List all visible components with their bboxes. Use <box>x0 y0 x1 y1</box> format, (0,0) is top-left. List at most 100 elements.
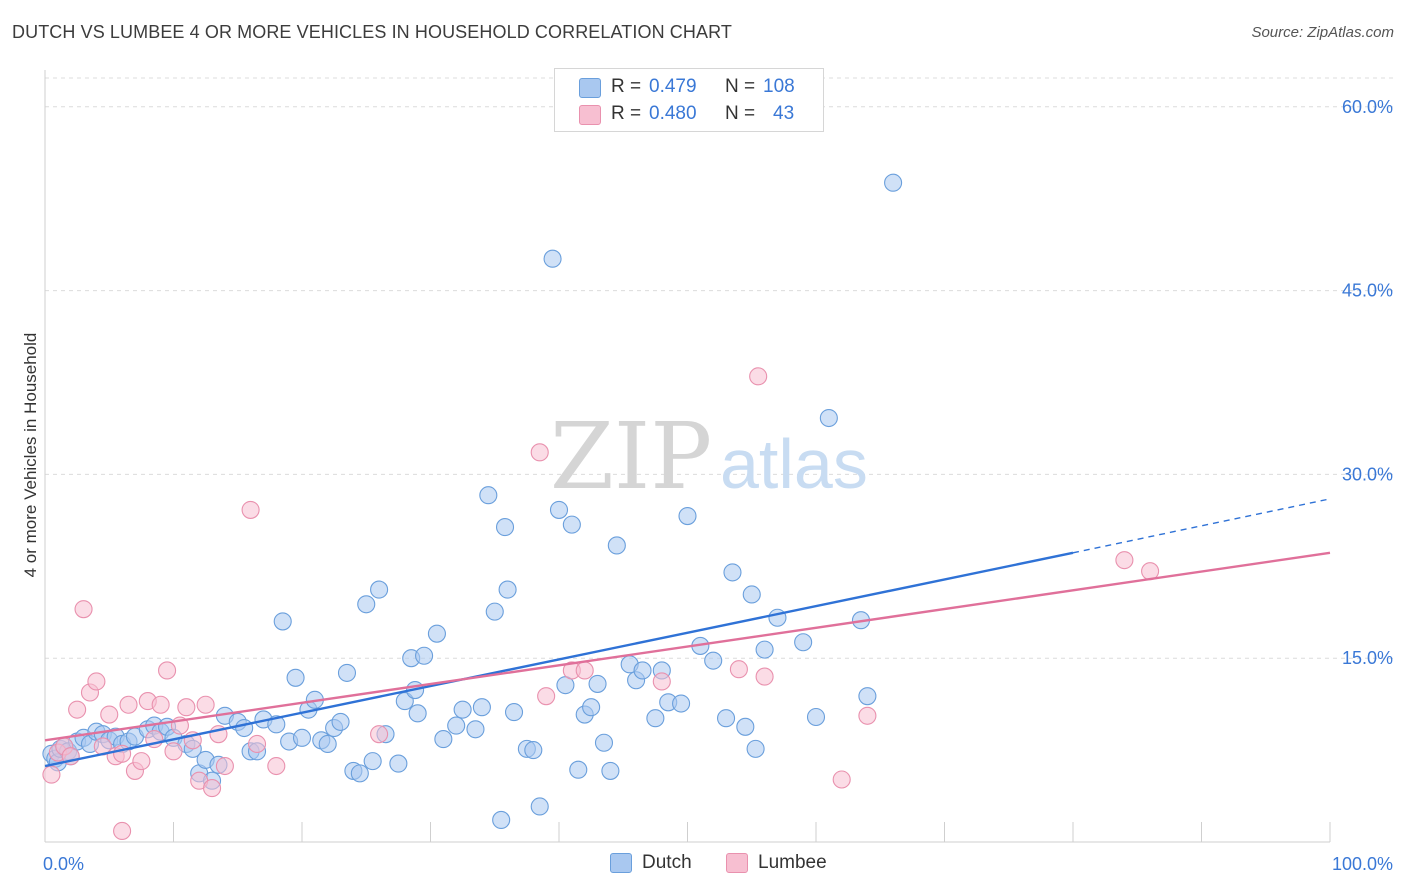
dutch-n-value: 108 <box>763 76 795 97</box>
dutch-point-61 <box>453 700 472 719</box>
y-tick-label-2: 45.0% <box>1342 281 1393 301</box>
dutch-point-80 <box>588 674 607 693</box>
dutch-trend-extension <box>1072 498 1331 554</box>
dutch-point-74 <box>549 500 569 519</box>
lumbee-r-label: R = <box>611 103 642 124</box>
dutch-point-44 <box>331 712 350 731</box>
dutch-point-71 <box>524 741 543 760</box>
dutch-point-94 <box>716 709 736 728</box>
dutch-point-73 <box>543 249 562 268</box>
lumbee-point-27 <box>215 756 234 776</box>
dutch-point-98 <box>746 739 765 758</box>
dutch-point-105 <box>858 687 877 706</box>
lumbee-point-39 <box>755 667 774 686</box>
lumbee-point-29 <box>247 734 267 754</box>
bottom-dutch-label: Dutch <box>642 852 692 873</box>
dutch-point-68 <box>498 580 517 599</box>
trend-lines <box>44 498 1331 768</box>
dutch-point-90 <box>672 694 691 713</box>
dutch-point-91 <box>678 506 697 526</box>
dutch-point-79 <box>582 698 601 717</box>
lumbee-point-19 <box>164 742 183 761</box>
lumbee-point-14 <box>132 752 151 771</box>
dutch-point-35 <box>273 612 292 631</box>
watermark-atlas: atlas <box>720 425 868 503</box>
x-tick-label-0: 0.0% <box>43 854 84 874</box>
dutch-point-106 <box>884 173 903 192</box>
y-tick-label-3: 60.0% <box>1342 97 1393 117</box>
dutch-point-42 <box>318 734 337 754</box>
dutch-point-56 <box>408 704 427 723</box>
lumbee-point-25 <box>203 779 222 798</box>
lumbee-trend-line <box>44 551 1331 742</box>
dutch-trend-line <box>44 551 1074 768</box>
lumbee-point-17 <box>151 695 170 714</box>
dutch-point-66 <box>492 810 511 829</box>
lumbee-points <box>42 367 1160 841</box>
dutch-point-47 <box>350 764 369 783</box>
lumbee-point-32 <box>530 443 549 462</box>
dutch-point-64 <box>479 486 498 505</box>
dutch-point-48 <box>357 595 376 614</box>
lumbee-point-9 <box>100 705 119 724</box>
dutch-point-76 <box>562 515 581 534</box>
y-axis-label: 4 or more Vehicles in Household <box>21 333 40 578</box>
dutch-point-81 <box>594 733 614 752</box>
dutch-point-72 <box>530 797 549 816</box>
axes <box>44 70 1331 843</box>
watermark-zip: ZIP <box>550 403 712 510</box>
lumbee-point-38 <box>749 367 768 386</box>
lumbee-point-5 <box>74 600 93 619</box>
dutch-n-label: N = <box>725 76 756 97</box>
dutch-point-95 <box>723 563 742 582</box>
watermark: ZIP atlas <box>550 403 868 510</box>
lumbee-n-value: 43 <box>773 103 795 124</box>
dutch-point-65 <box>485 602 504 621</box>
lumbee-point-24 <box>196 695 215 714</box>
dutch-point-83 <box>607 536 626 555</box>
dutch-point-101 <box>794 633 813 652</box>
dutch-r-label: R = <box>611 76 642 97</box>
dutch-point-87 <box>646 709 665 728</box>
x-tick-label-1: 100.0% <box>1332 854 1393 874</box>
dutch-r-value: 0.479 <box>649 76 697 97</box>
y-tick-label-1: 30.0% <box>1342 464 1393 484</box>
dutch-swatch <box>579 78 601 98</box>
bottom-lumbee-swatch <box>726 853 748 873</box>
dutch-point-82 <box>601 761 620 780</box>
lumbee-swatch <box>579 105 601 125</box>
dutch-point-62 <box>466 720 485 739</box>
dutch-point-96 <box>736 717 755 736</box>
dutch-point-99 <box>755 640 774 659</box>
dutch-point-93 <box>704 651 723 670</box>
correlation-legend: R = 0.479 N = 108 R = 0.480 N = 43 <box>554 68 824 132</box>
lumbee-point-18 <box>158 661 177 680</box>
dutch-point-102 <box>806 707 826 727</box>
lumbee-point-7 <box>87 672 106 691</box>
dutch-point-45 <box>337 663 357 682</box>
lumbee-point-21 <box>177 698 196 717</box>
dutch-point-50 <box>370 580 389 599</box>
dutch-point-30 <box>235 718 254 738</box>
dutch-point-67 <box>495 518 515 537</box>
lumbee-r-value: 0.480 <box>649 103 697 124</box>
lumbee-point-36 <box>652 672 671 691</box>
chart-title: DUTCH VS LUMBEE 4 OR MORE VEHICLES IN HO… <box>12 22 732 42</box>
lumbee-point-33 <box>537 687 556 706</box>
lumbee-point-12 <box>119 695 138 714</box>
dutch-point-49 <box>363 752 382 771</box>
lumbee-point-4 <box>68 700 87 719</box>
lumbee-point-40 <box>832 770 851 789</box>
dutch-point-59 <box>434 730 453 749</box>
lumbee-point-30 <box>267 756 286 776</box>
dutch-point-37 <box>286 668 305 687</box>
dutch-point-77 <box>569 760 588 779</box>
lumbee-point-37 <box>729 660 748 679</box>
chart-source: Source: ZipAtlas.com <box>1251 24 1394 41</box>
dutch-point-69 <box>504 703 524 722</box>
lumbee-n-label: N = <box>725 103 756 124</box>
dutch-point-63 <box>472 698 491 717</box>
grid-lines <box>45 77 1395 659</box>
lumbee-point-41 <box>858 706 877 725</box>
dutch-point-103 <box>819 408 838 428</box>
